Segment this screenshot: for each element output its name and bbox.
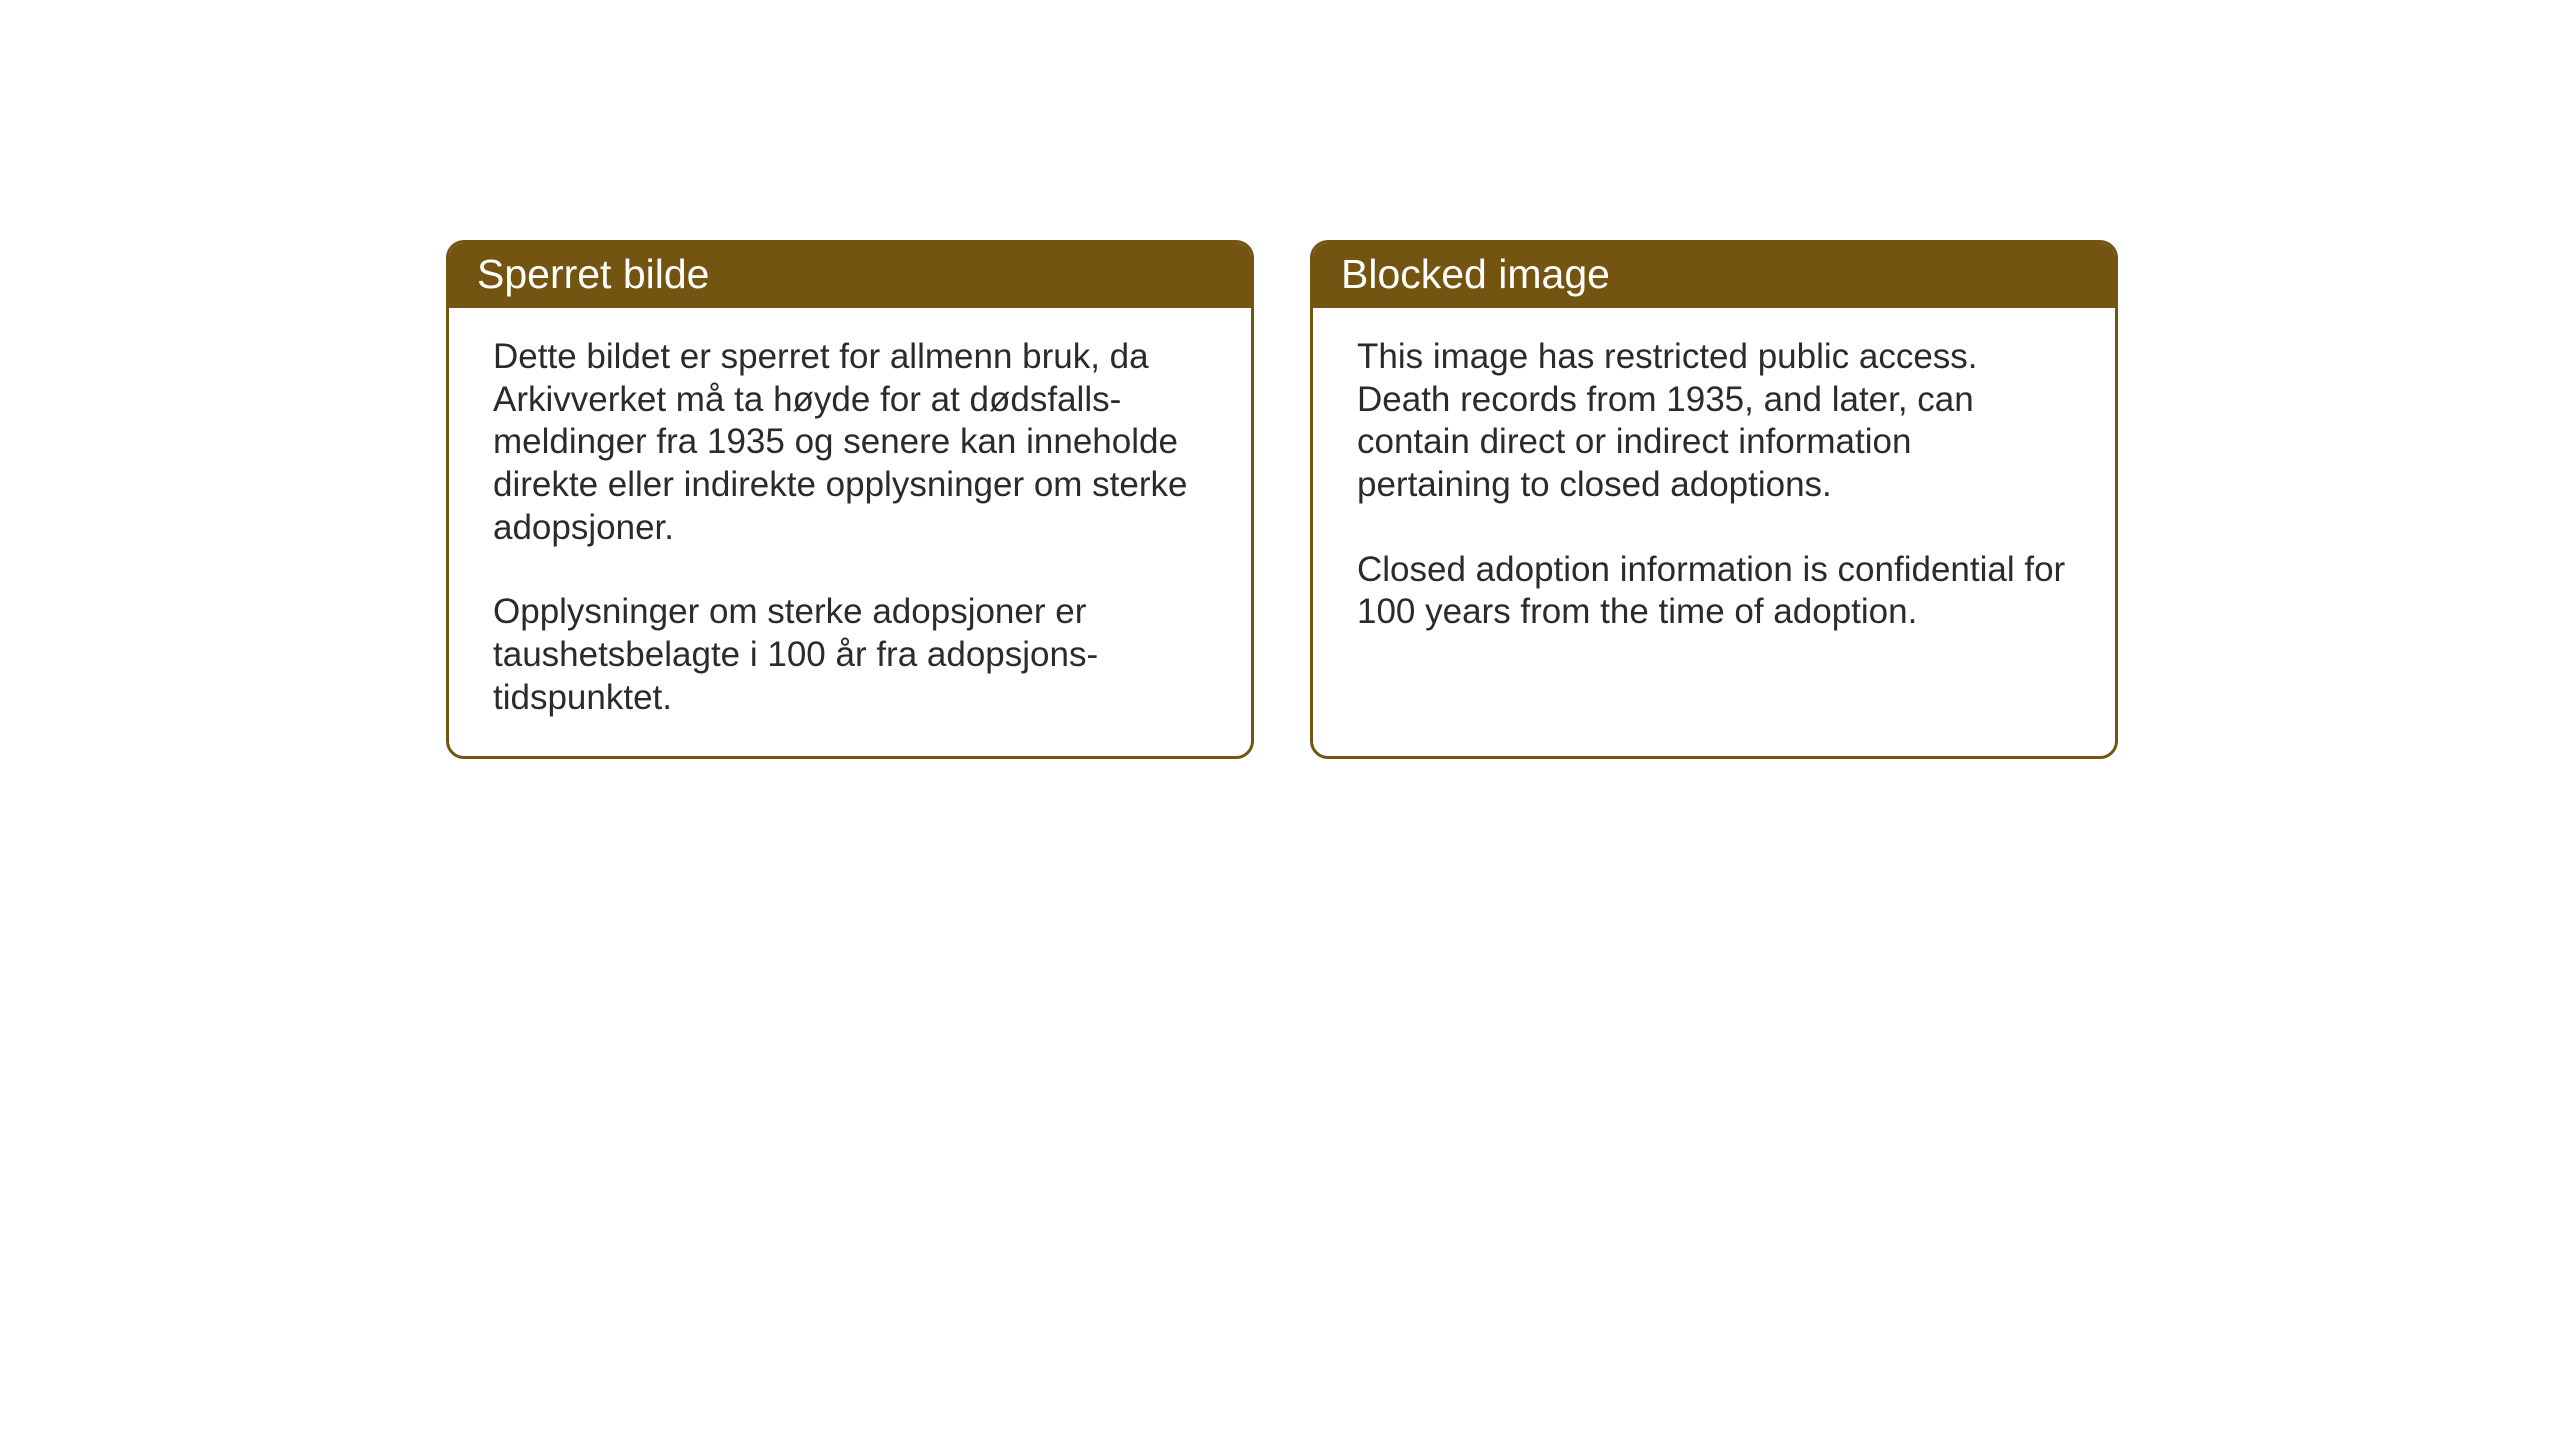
- card-paragraph: Closed adoption information is confident…: [1357, 549, 2071, 634]
- card-paragraph: Opplysninger om sterke adopsjoner er tau…: [493, 591, 1207, 719]
- card-body-norwegian: Dette bildet er sperret for allmenn bruk…: [449, 308, 1251, 756]
- card-paragraph: Dette bildet er sperret for allmenn bruk…: [493, 336, 1207, 549]
- card-body-english: This image has restricted public access.…: [1313, 308, 2115, 670]
- notice-card-norwegian: Sperret bilde Dette bildet er sperret fo…: [446, 240, 1254, 759]
- card-title-english: Blocked image: [1313, 243, 2115, 308]
- notice-card-container: Sperret bilde Dette bildet er sperret fo…: [446, 240, 2118, 759]
- notice-card-english: Blocked image This image has restricted …: [1310, 240, 2118, 759]
- card-paragraph: This image has restricted public access.…: [1357, 336, 2071, 507]
- card-title-norwegian: Sperret bilde: [449, 243, 1251, 308]
